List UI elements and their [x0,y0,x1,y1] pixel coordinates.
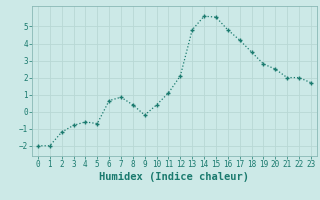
X-axis label: Humidex (Indice chaleur): Humidex (Indice chaleur) [100,172,249,182]
